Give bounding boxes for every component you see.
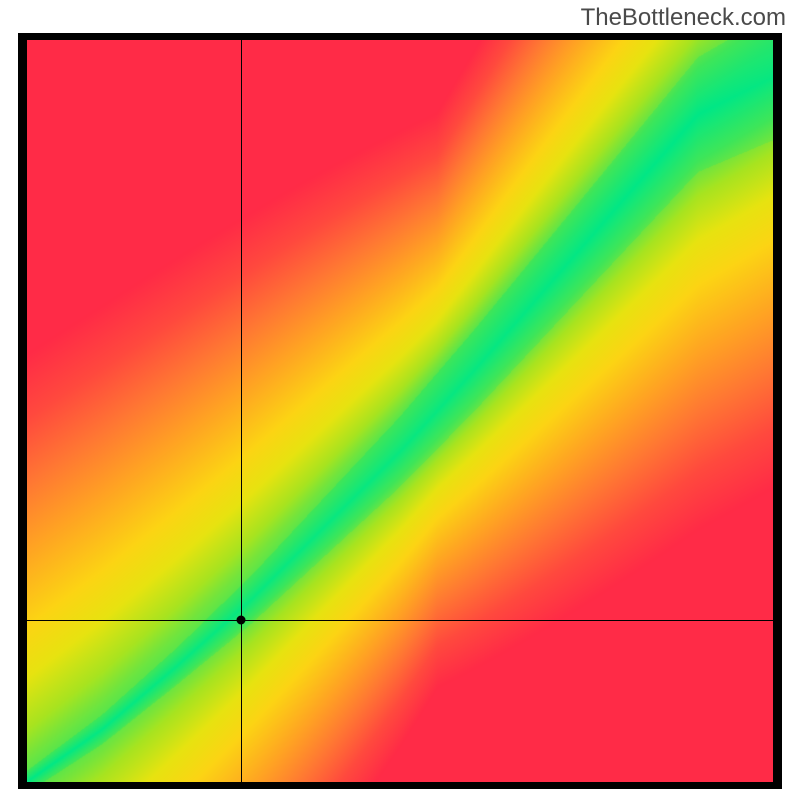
chart-container: TheBottleneck.com <box>0 0 800 800</box>
chart-frame <box>18 33 782 789</box>
crosshair-horizontal <box>27 620 773 621</box>
crosshair-vertical <box>241 40 242 782</box>
watermark-text: TheBottleneck.com <box>581 4 786 32</box>
data-point <box>237 616 246 625</box>
heatmap-canvas <box>27 40 773 782</box>
plot-area <box>27 40 773 782</box>
